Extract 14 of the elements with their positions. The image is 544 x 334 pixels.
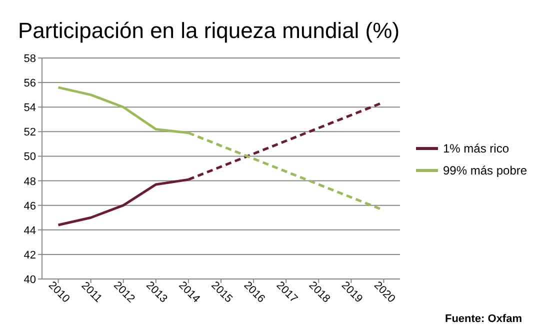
y-tick-label: 40 (24, 274, 36, 286)
y-tick-label: 54 (24, 102, 36, 114)
y-tick-label: 44 (24, 224, 36, 237)
y-tick-label: 56 (24, 78, 36, 90)
chart-title: Participación en la riqueza mundial (%) (18, 18, 400, 43)
source-note: Fuente: Oxfam (444, 313, 522, 325)
y-tick-label: 52 (24, 126, 36, 139)
y-tick-label: 50 (24, 151, 36, 164)
y-tick-label: 46 (24, 200, 36, 212)
legend-label: 99% más pobre (443, 164, 528, 178)
y-tick-label: 42 (24, 249, 36, 262)
legend-label: 1% más rico (443, 142, 510, 156)
y-tick-label: 58 (24, 53, 36, 65)
y-tick-label: 48 (24, 176, 36, 188)
